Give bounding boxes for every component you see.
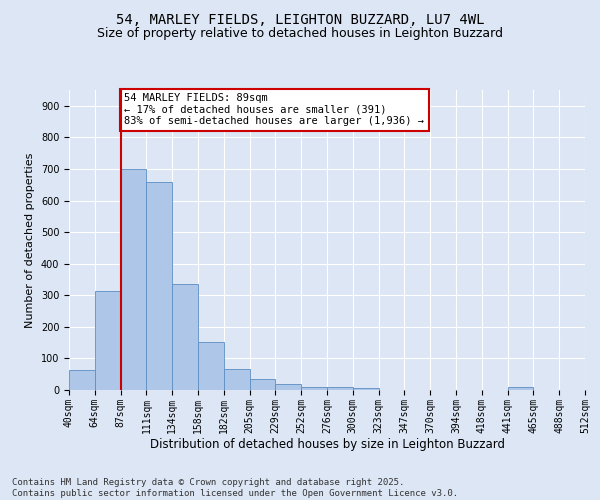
Bar xyxy=(69,370,95,390)
Bar xyxy=(250,379,275,390)
Bar xyxy=(198,342,224,390)
Text: 54, MARLEY FIELDS, LEIGHTON BUZZARD, LU7 4WL: 54, MARLEY FIELDS, LEIGHTON BUZZARD, LU7… xyxy=(116,12,484,26)
Text: 54 MARLEY FIELDS: 89sqm
← 17% of detached houses are smaller (391)
83% of semi-d: 54 MARLEY FIELDS: 89sqm ← 17% of detache… xyxy=(124,93,424,126)
Bar xyxy=(301,387,327,390)
X-axis label: Distribution of detached houses by size in Leighton Buzzard: Distribution of detached houses by size … xyxy=(149,438,505,452)
Bar xyxy=(275,384,301,390)
Bar xyxy=(95,292,121,390)
Y-axis label: Number of detached properties: Number of detached properties xyxy=(25,152,35,328)
Bar xyxy=(172,284,198,390)
Text: Contains HM Land Registry data © Crown copyright and database right 2025.
Contai: Contains HM Land Registry data © Crown c… xyxy=(12,478,458,498)
Bar xyxy=(353,388,379,390)
Bar xyxy=(224,368,250,390)
Bar xyxy=(121,169,146,390)
Text: Size of property relative to detached houses in Leighton Buzzard: Size of property relative to detached ho… xyxy=(97,28,503,40)
Bar xyxy=(508,387,533,390)
Bar xyxy=(327,388,353,390)
Bar xyxy=(146,182,172,390)
